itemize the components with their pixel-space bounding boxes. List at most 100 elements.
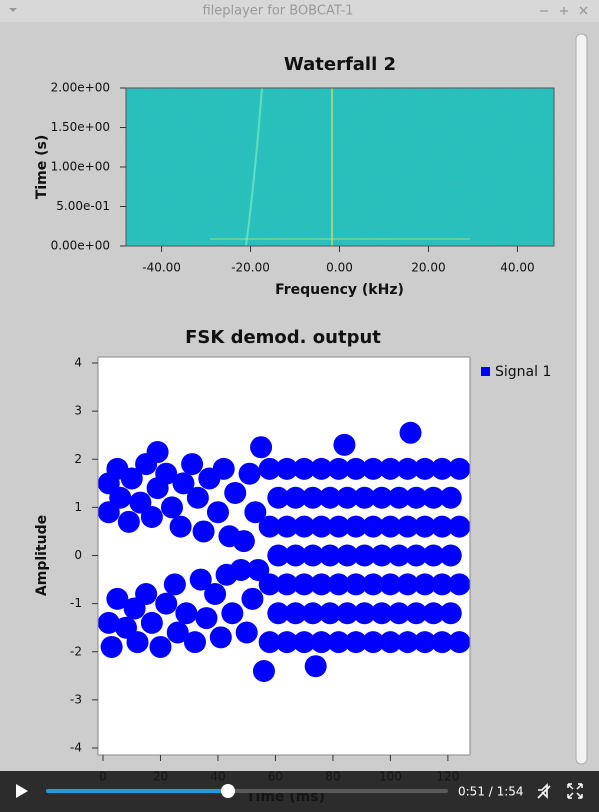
data-point	[293, 631, 316, 654]
data-point	[293, 515, 316, 538]
data-point	[284, 544, 307, 567]
mute-button[interactable]	[537, 783, 551, 799]
data-point	[175, 602, 198, 625]
data-point	[336, 486, 359, 509]
x-tick-label: -40.00	[142, 261, 181, 275]
data-point	[344, 457, 367, 480]
data-point	[169, 515, 192, 538]
title-bar	[0, 0, 599, 22]
y-tick-label: -1	[70, 596, 82, 610]
data-point	[301, 602, 324, 625]
data-point	[362, 631, 385, 654]
x-axis-label: Frequency (kHz)	[275, 282, 404, 298]
chart-title: FSK demod. output	[185, 327, 381, 348]
data-point	[224, 481, 247, 504]
data-point	[413, 457, 436, 480]
waterfall-plot	[125, 87, 555, 247]
data-point	[310, 515, 333, 538]
data-point	[396, 631, 419, 654]
data-point	[344, 515, 367, 538]
data-point	[267, 602, 290, 625]
data-point	[189, 568, 212, 591]
data-point	[284, 486, 307, 509]
y-tick-label: 1	[74, 500, 82, 514]
data-point	[275, 457, 298, 480]
data-point	[160, 496, 183, 519]
fullscreen-button[interactable]	[567, 783, 583, 799]
y-tick-label: 1.50e+00	[51, 120, 110, 134]
time-display: 0:51 / 1:54	[458, 785, 524, 799]
data-point	[192, 520, 215, 543]
data-point	[439, 544, 462, 567]
data-point	[362, 457, 385, 480]
data-point	[275, 515, 298, 538]
data-point	[267, 544, 290, 567]
data-point	[221, 602, 244, 625]
y-tick-label: 2.00e+00	[51, 81, 110, 95]
data-point	[120, 467, 143, 490]
data-point	[379, 631, 402, 654]
y-tick-label: 3	[74, 404, 82, 418]
data-point	[439, 486, 462, 509]
data-point	[238, 462, 261, 485]
legend-label: Signal 1	[495, 364, 551, 380]
data-point	[100, 635, 123, 658]
data-point	[244, 501, 267, 524]
waterfall-trace	[245, 87, 263, 247]
data-point	[396, 457, 419, 480]
data-point	[362, 515, 385, 538]
data-point	[183, 631, 206, 654]
y-tick-label: 0.00e+00	[51, 239, 110, 253]
data-point	[206, 501, 229, 524]
data-point	[186, 486, 209, 509]
data-point	[431, 457, 454, 480]
data-point	[379, 457, 402, 480]
data-point	[146, 441, 169, 464]
data-point	[275, 573, 298, 596]
data-point	[195, 607, 218, 630]
scrollbar[interactable]	[575, 33, 588, 765]
y-tick-label: -4	[70, 741, 82, 755]
legend-swatch	[481, 367, 490, 376]
menu-icon[interactable]	[9, 8, 17, 12]
data-point	[448, 573, 471, 596]
data-point	[388, 544, 411, 567]
window-buttons[interactable]	[540, 6, 588, 15]
data-point	[310, 631, 333, 654]
data-point	[399, 421, 422, 444]
data-point	[388, 602, 411, 625]
data-point	[413, 631, 436, 654]
y-tick-label: 1.00e+00	[51, 160, 110, 174]
data-point	[405, 544, 428, 567]
y-tick-label: 5.00e-01	[56, 199, 110, 213]
data-point	[301, 544, 324, 567]
data-point	[431, 515, 454, 538]
data-point	[422, 486, 445, 509]
data-point	[284, 602, 307, 625]
data-point	[172, 472, 195, 495]
play-button[interactable]	[16, 784, 28, 798]
y-tick-label: 2	[74, 452, 82, 466]
y-axis-label: Amplitude	[34, 515, 50, 596]
progress-knob[interactable]	[221, 784, 235, 798]
data-point	[448, 515, 471, 538]
data-point	[258, 631, 281, 654]
data-point	[140, 611, 163, 634]
data-point	[431, 631, 454, 654]
data-point	[327, 573, 350, 596]
video-controls: 0:51 / 1:54	[0, 771, 599, 812]
data-point	[448, 457, 471, 480]
data-point	[204, 583, 227, 605]
y-axis-label: Time (s)	[34, 135, 50, 199]
x-tick-label: 40.00	[500, 261, 534, 275]
data-point	[241, 587, 264, 610]
data-point	[258, 573, 281, 596]
data-point	[140, 506, 163, 528]
data-point	[181, 453, 204, 476]
data-point	[166, 621, 189, 644]
data-point	[301, 486, 324, 509]
data-point	[310, 573, 333, 596]
data-point	[333, 433, 356, 456]
x-tick-label: 20.00	[411, 261, 445, 275]
data-point	[258, 515, 281, 538]
